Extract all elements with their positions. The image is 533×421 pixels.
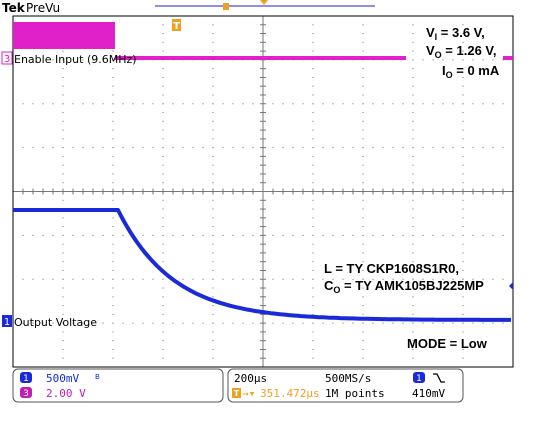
ch1-ground-marker-icon: 1 xyxy=(2,315,12,328)
trigger-source-icon[interactable] xyxy=(413,372,425,383)
ch3-label: Enable Input (9.6MHz) xyxy=(14,53,137,66)
ch3-scale[interactable]: 2.00 V xyxy=(46,387,86,400)
ch3-ground-marker-icon: 3 xyxy=(1,51,13,65)
trigger-marker-icon: T xyxy=(172,19,181,32)
svg-text:1: 1 xyxy=(23,374,29,384)
ch1-label: Output Voltage xyxy=(14,316,97,329)
trigger-slope-falling-icon xyxy=(433,373,445,383)
readout-panel: 1 500mV B 3 2.00 V 200µs 500MS/s T →▾ 35… xyxy=(12,368,464,403)
trigger-level[interactable]: 410mV xyxy=(412,387,445,400)
ch1-readout-icon[interactable] xyxy=(20,372,32,383)
svg-text:1: 1 xyxy=(4,317,10,328)
acquisition-status: PreVu xyxy=(26,1,60,15)
trigger-position-icon xyxy=(260,0,268,5)
bandwidth-limit-icon: B xyxy=(95,373,100,381)
graticule-border xyxy=(12,15,514,368)
annotation-mode: MODE = Low xyxy=(407,336,488,351)
annotation-vo: VO = 1.26 V, xyxy=(426,43,497,60)
svg-text:T: T xyxy=(173,21,180,32)
trigger-pos-icon xyxy=(232,388,241,398)
annotation-inductor: L = TY CKP1608S1R0, xyxy=(324,261,459,276)
trigger-level-icon xyxy=(509,282,513,290)
ch3-readout-icon[interactable] xyxy=(20,387,32,398)
svg-text:3: 3 xyxy=(23,389,29,399)
annotation-capacitor: CO = TY AMK105BJ225MP xyxy=(324,278,484,295)
svg-text:1: 1 xyxy=(416,374,422,384)
ch1-scale[interactable]: 500mV xyxy=(46,372,79,385)
annotation-io: IO = 0 mA xyxy=(442,63,500,80)
trigger-position-arrow: →▾ xyxy=(242,387,255,400)
ch1-trace xyxy=(13,208,511,322)
record-view-window xyxy=(223,3,229,10)
sample-rate: 500MS/s xyxy=(325,372,371,385)
svg-text:3: 3 xyxy=(4,54,10,65)
annotation-vi: VI = 3.6 V, xyxy=(426,25,485,42)
svg-text:T: T xyxy=(234,389,240,398)
brand-logo: Tek xyxy=(2,1,26,15)
ch3-trace xyxy=(13,22,513,60)
record-length: 1M points xyxy=(325,387,385,400)
trigger-position[interactable]: 351.472µs xyxy=(260,387,320,400)
graticule xyxy=(12,15,514,368)
timebase[interactable]: 200µs xyxy=(234,372,267,385)
